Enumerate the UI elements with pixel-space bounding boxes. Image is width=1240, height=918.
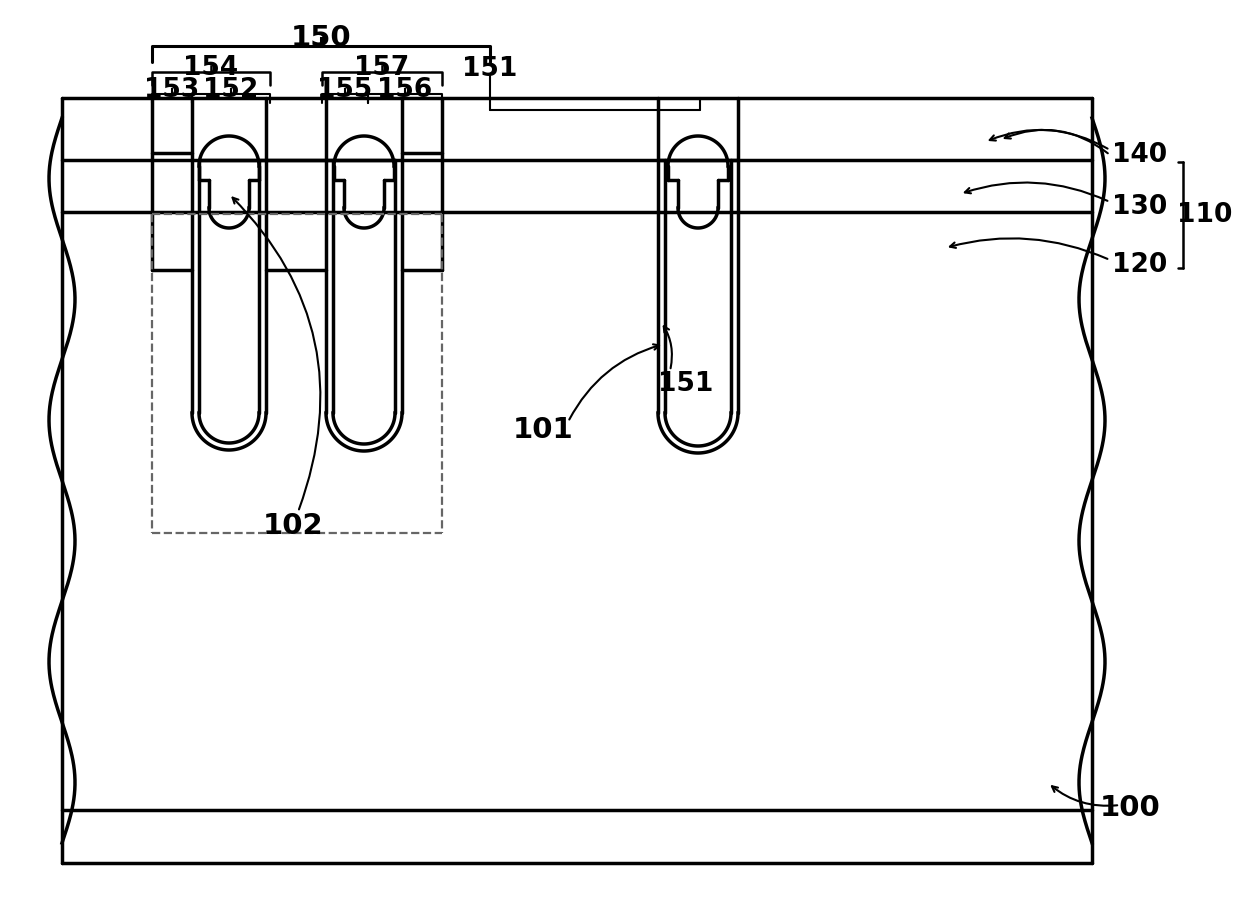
Text: 130: 130 <box>1112 194 1168 220</box>
Text: 153: 153 <box>144 77 200 103</box>
Text: 100: 100 <box>1100 794 1161 822</box>
Text: 152: 152 <box>203 77 259 103</box>
Text: 140: 140 <box>1112 142 1168 168</box>
Text: 120: 120 <box>1112 252 1168 278</box>
Text: 156: 156 <box>377 77 433 103</box>
Text: 110: 110 <box>1177 202 1233 228</box>
Text: 154: 154 <box>184 55 238 81</box>
Text: 150: 150 <box>290 24 351 52</box>
Text: 151: 151 <box>463 56 517 82</box>
Text: 155: 155 <box>317 77 373 103</box>
Text: 157: 157 <box>355 55 409 81</box>
Text: 102: 102 <box>263 512 324 540</box>
Text: 101: 101 <box>512 416 573 444</box>
Text: 151: 151 <box>658 371 714 397</box>
